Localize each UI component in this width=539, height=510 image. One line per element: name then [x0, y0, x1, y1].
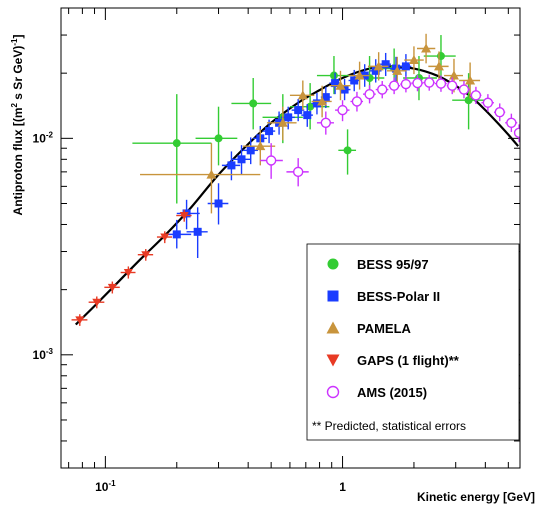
x-axis-label: Kinetic energy [GeV]	[417, 490, 535, 504]
data-points	[71, 33, 520, 326]
data-point	[172, 230, 181, 239]
data-point	[294, 106, 303, 115]
model-curve	[74, 65, 519, 326]
data-point	[107, 283, 117, 292]
data-point	[265, 127, 274, 136]
data-point	[284, 113, 293, 122]
data-point	[306, 102, 315, 111]
series-4	[260, 74, 520, 187]
legend-box	[306, 243, 520, 441]
legend-label: AMS (2015)	[357, 385, 427, 400]
data-point	[123, 269, 133, 278]
data-point	[350, 76, 359, 85]
y-tick-label: 10-2	[33, 130, 54, 145]
plot-frame	[60, 7, 521, 469]
legend-marker	[327, 258, 339, 270]
data-point	[513, 127, 520, 139]
legend-label: GAPS (1 flight)**	[357, 353, 460, 368]
legend-marker	[326, 385, 340, 399]
data-point	[447, 80, 458, 91]
data-point	[277, 117, 288, 127]
data-point	[292, 166, 304, 178]
x-tick-label: 1	[339, 480, 346, 494]
legend-marker	[327, 290, 339, 302]
data-point	[337, 104, 348, 116]
data-point	[381, 60, 390, 69]
data-point	[448, 70, 459, 80]
y-axis-label: Antiproton flux [(m2 s Sr GeV)-1]	[10, 35, 25, 216]
data-point	[141, 251, 151, 260]
data-point	[465, 75, 476, 85]
legend-label: BESS 95/97	[357, 257, 429, 272]
data-point	[297, 90, 308, 100]
legend: BESS 95/97 BESS-Polar II PAMELA GAPS (1 fli…	[306, 243, 520, 441]
legend-note: ** Predicted, statistical errors	[312, 419, 466, 433]
data-point	[388, 80, 400, 91]
model-curve-group	[74, 65, 519, 326]
data-point	[421, 43, 432, 53]
x-tick-label: 10-1	[95, 479, 116, 494]
data-point	[400, 78, 412, 90]
data-point	[237, 155, 246, 164]
data-point	[321, 93, 330, 102]
data-point	[303, 111, 312, 120]
data-point	[494, 107, 505, 118]
data-point	[377, 84, 388, 95]
data-point	[227, 161, 236, 170]
data-point	[351, 96, 363, 107]
data-point	[249, 99, 258, 108]
data-point	[424, 77, 435, 88]
data-point	[506, 117, 517, 128]
data-point	[179, 212, 189, 221]
data-point	[435, 78, 447, 89]
data-point	[255, 141, 266, 151]
data-point	[458, 84, 470, 95]
data-point	[92, 298, 102, 307]
data-point	[482, 97, 494, 108]
data-point	[354, 70, 365, 80]
data-point	[412, 77, 423, 89]
data-point	[317, 96, 328, 106]
legend-label: BESS-Polar II	[357, 289, 440, 304]
data-point	[408, 55, 419, 65]
y-tick-label: 10-3	[33, 347, 54, 362]
data-point	[436, 52, 445, 61]
data-point	[193, 227, 202, 236]
data-point	[160, 233, 170, 242]
data-point	[392, 65, 403, 75]
series-3	[71, 209, 192, 326]
data-point	[371, 66, 380, 75]
data-point	[312, 99, 321, 108]
series-2	[140, 33, 481, 214]
data-point	[206, 169, 217, 179]
data-point	[335, 80, 346, 90]
data-point	[320, 117, 332, 128]
data-point	[401, 62, 410, 71]
data-point	[331, 79, 340, 88]
data-point	[433, 61, 444, 71]
data-point	[470, 90, 482, 101]
data-point	[329, 71, 338, 80]
data-point	[246, 146, 255, 155]
data-point	[364, 88, 375, 100]
data-point	[265, 155, 277, 166]
legend-label: PAMELA	[357, 321, 412, 336]
data-point	[343, 146, 352, 155]
data-point	[214, 134, 223, 143]
tick-labels: 10-1 1 10-2 10-3	[33, 130, 347, 494]
legend-marker	[326, 321, 340, 334]
data-point	[214, 199, 223, 208]
data-point	[373, 61, 384, 71]
data-point	[75, 316, 85, 325]
data-point	[172, 139, 181, 148]
legend-marker	[326, 354, 340, 367]
